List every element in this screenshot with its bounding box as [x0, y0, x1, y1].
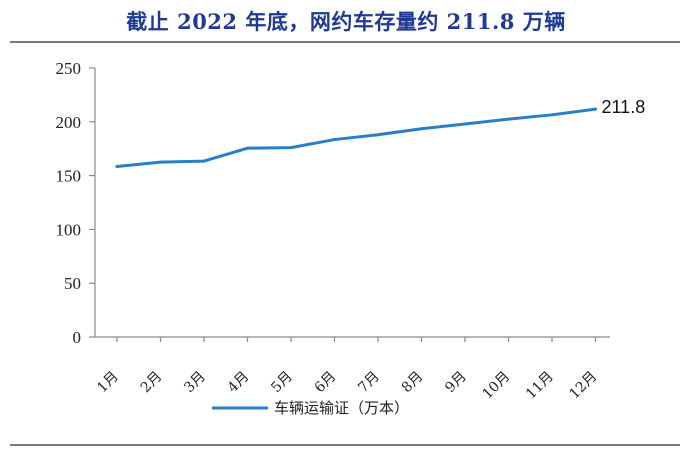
data-point [507, 117, 510, 121]
x-tick-label: 1月 [94, 369, 122, 397]
x-tick-label: 7月 [355, 369, 383, 397]
legend-label: 车辆运输证（万本） [274, 399, 409, 417]
data-labels: 211.8 [602, 97, 646, 117]
y-tick-label: 100 [56, 220, 82, 239]
data-point [115, 164, 119, 168]
data-point [594, 107, 597, 111]
x-tick-label: 2月 [138, 369, 166, 397]
x-tick-label: 3月 [181, 369, 209, 397]
x-tick-label: 9月 [442, 369, 470, 397]
y-tick-label: 200 [56, 113, 82, 132]
title-rule [10, 41, 680, 43]
x-tick-label: 11月 [523, 369, 557, 403]
series-line [115, 107, 597, 168]
y-tick-label: 150 [56, 167, 82, 186]
x-tick-label: 6月 [312, 369, 340, 397]
y-tick-label: 0 [73, 328, 82, 347]
data-label: 211.8 [602, 97, 646, 117]
footer-rule [10, 444, 680, 446]
data-point [333, 138, 336, 142]
data-point [376, 133, 380, 137]
data-point [289, 146, 293, 150]
chart-title: 截止 2022 年底，网约车存量约 211.8 万辆 [126, 9, 566, 34]
x-tick-label: 8月 [399, 369, 427, 397]
data-point [159, 160, 162, 164]
series-group [115, 107, 597, 168]
data-point [246, 146, 249, 150]
data-point [202, 159, 206, 163]
x-tick-label: 12月 [567, 369, 601, 403]
legend: 车辆运输证（万本） [212, 399, 409, 417]
x-tick-label: 4月 [225, 369, 253, 397]
axes [94, 68, 610, 338]
y-tick-label: 50 [64, 274, 81, 293]
x-tick-label: 5月 [268, 369, 296, 397]
x-tick-label: 10月 [480, 369, 514, 403]
data-point [550, 113, 554, 117]
data-point [463, 122, 467, 126]
y-tick-label: 250 [56, 59, 82, 78]
y-axis-ticks: 0 50 100 150 200 250 [56, 59, 95, 347]
x-axis-ticks: 1月 2月 3月 4月 5月 6月 7月 8月 9月 10月 11月 12月 [94, 337, 600, 402]
data-point [420, 127, 423, 131]
